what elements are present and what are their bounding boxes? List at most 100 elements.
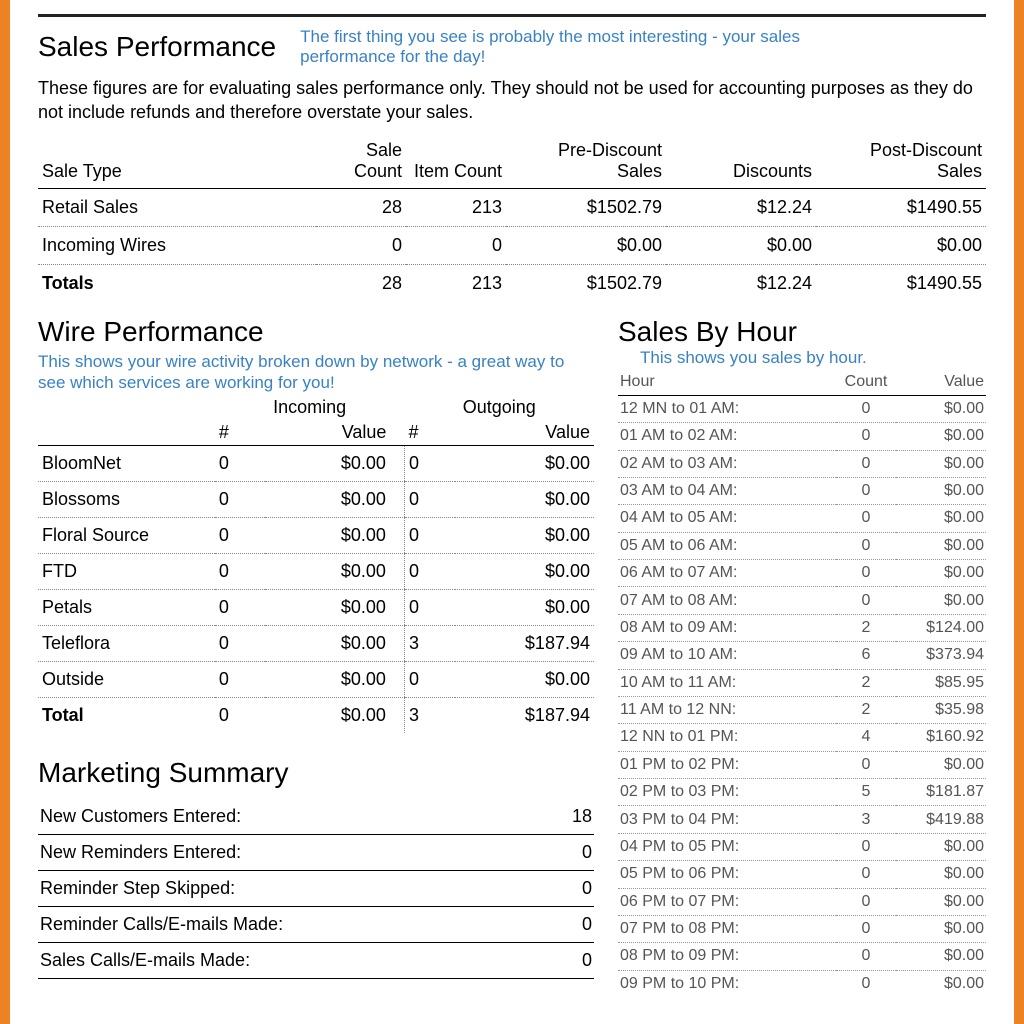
sbh-row: 08 AM to 09 AM:2$124.00 [618, 614, 986, 641]
wire-out-num: 3 [404, 698, 455, 734]
sbh-hour: 03 AM to 04 AM: [618, 477, 836, 504]
wire-out-val: $0.00 [455, 446, 594, 482]
sbh-hour: 06 AM to 07 AM: [618, 560, 836, 587]
wire-name-header [38, 420, 215, 446]
sales-performance-note: The first thing you see is probably the … [300, 27, 860, 68]
sbh-value: $0.00 [896, 423, 986, 450]
sbh-count: 2 [836, 669, 896, 696]
wire-in-val: $0.00 [265, 590, 404, 626]
wire-name: Outside [38, 662, 215, 698]
mkt-label: New Reminders Entered: [38, 835, 534, 871]
sbh-count: 0 [836, 888, 896, 915]
sbh-hour: 01 PM to 02 PM: [618, 751, 836, 778]
wire-in-val: $0.00 [265, 626, 404, 662]
wire-out-val: $0.00 [455, 662, 594, 698]
sp-type: Totals [38, 265, 316, 303]
sbh-row: 10 AM to 11 AM:2$85.95 [618, 669, 986, 696]
wire-out-num: 0 [404, 590, 455, 626]
sbh-count: 0 [836, 532, 896, 559]
sbh-value: $181.87 [896, 779, 986, 806]
sp-row: Retail Sales28213$1502.79$12.24$1490.55 [38, 189, 986, 227]
sp-col-disc: Discounts [666, 138, 816, 189]
sbh-row: 09 PM to 10 PM:0$0.00 [618, 970, 986, 997]
wire-in-num-header: # [215, 420, 266, 446]
wire-out-val: $187.94 [455, 698, 594, 734]
sbh-row: 07 PM to 08 PM:0$0.00 [618, 915, 986, 942]
wire-name: Blossoms [38, 482, 215, 518]
sp-pre: $1502.79 [506, 189, 666, 227]
sbh-row: 06 AM to 07 AM:0$0.00 [618, 560, 986, 587]
sbh-col-hour: Hour [618, 371, 836, 396]
sbh-value: $160.92 [896, 724, 986, 751]
wire-in-num: 0 [215, 626, 266, 662]
mkt-row: Reminder Step Skipped:0 [38, 871, 594, 907]
wire-outgoing-header: Outgoing [404, 395, 594, 420]
sbh-row: 08 PM to 09 PM:0$0.00 [618, 943, 986, 970]
sbh-value: $85.95 [896, 669, 986, 696]
wire-out-num: 0 [404, 518, 455, 554]
wire-name: Petals [38, 590, 215, 626]
sbh-count: 0 [836, 751, 896, 778]
sp-col-post: Post-Discount Sales [816, 138, 986, 189]
sbh-row: 04 PM to 05 PM:0$0.00 [618, 833, 986, 860]
sbh-value: $419.88 [896, 806, 986, 833]
sbh-value: $0.00 [896, 450, 986, 477]
wire-out-num: 0 [404, 446, 455, 482]
sbh-hour: 10 AM to 11 AM: [618, 669, 836, 696]
sbh-col-value: Value [896, 371, 986, 396]
sbh-row: 12 MN to 01 AM:0$0.00 [618, 395, 986, 422]
mkt-value: 0 [534, 835, 594, 871]
sbh-value: $0.00 [896, 970, 986, 997]
sbh-row: 07 AM to 08 AM:0$0.00 [618, 587, 986, 614]
mkt-value: 0 [534, 943, 594, 979]
mkt-row: Sales Calls/E-mails Made:0 [38, 943, 594, 979]
sbh-hour: 09 PM to 10 PM: [618, 970, 836, 997]
sp-salecount: 28 [316, 265, 406, 303]
sbh-count: 0 [836, 970, 896, 997]
mkt-value: 0 [534, 871, 594, 907]
report-page: Sales Performance The first thing you se… [0, 0, 1024, 1024]
sbh-value: $0.00 [896, 587, 986, 614]
sbh-row: 04 AM to 05 AM:0$0.00 [618, 505, 986, 532]
sbh-row: 01 AM to 02 AM:0$0.00 [618, 423, 986, 450]
wire-in-num: 0 [215, 662, 266, 698]
sp-pre: $0.00 [506, 227, 666, 265]
marketing-summary-table: New Customers Entered:18New Reminders En… [38, 799, 594, 979]
sbh-value: $0.00 [896, 943, 986, 970]
sbh-count: 2 [836, 614, 896, 641]
sbh-row: 03 PM to 04 PM:3$419.88 [618, 806, 986, 833]
sbh-count: 6 [836, 642, 896, 669]
sbh-count: 0 [836, 943, 896, 970]
sp-row: Incoming Wires00$0.00$0.00$0.00 [38, 227, 986, 265]
sp-disc: $12.24 [666, 189, 816, 227]
sales-by-hour-note: This shows you sales by hour. [640, 348, 986, 368]
wire-performance-title: Wire Performance [38, 316, 264, 348]
sbh-value: $0.00 [896, 751, 986, 778]
mkt-label: Reminder Calls/E-mails Made: [38, 907, 534, 943]
wire-performance-note: This shows your wire activity broken dow… [38, 352, 594, 393]
mkt-row: New Customers Entered:18 [38, 799, 594, 835]
sbh-hour: 03 PM to 04 PM: [618, 806, 836, 833]
sales-by-hour-table: Hour Count Value 12 MN to 01 AM:0$0.0001… [618, 371, 986, 997]
sbh-hour: 07 PM to 08 PM: [618, 915, 836, 942]
sbh-count: 5 [836, 779, 896, 806]
wire-out-num-header: # [404, 420, 455, 446]
wire-totals-row: Total0$0.003$187.94 [38, 698, 594, 734]
sp-totals-row: Totals28213$1502.79$12.24$1490.55 [38, 265, 986, 303]
sales-performance-title: Sales Performance [38, 31, 276, 63]
sbh-row: 11 AM to 12 NN:2$35.98 [618, 696, 986, 723]
wire-out-val: $187.94 [455, 626, 594, 662]
sbh-hour: 08 AM to 09 AM: [618, 614, 836, 641]
sbh-count: 3 [836, 806, 896, 833]
wire-out-val-header: Value [455, 420, 594, 446]
sbh-value: $124.00 [896, 614, 986, 641]
sbh-row: 02 AM to 03 AM:0$0.00 [618, 450, 986, 477]
sales-performance-description: These figures are for evaluating sales p… [38, 76, 986, 125]
sbh-count: 0 [836, 915, 896, 942]
sbh-value: $0.00 [896, 888, 986, 915]
wire-row: Floral Source0$0.000$0.00 [38, 518, 594, 554]
wire-in-num: 0 [215, 554, 266, 590]
sbh-hour: 12 NN to 01 PM: [618, 724, 836, 751]
sbh-value: $0.00 [896, 833, 986, 860]
sbh-hour: 04 PM to 05 PM: [618, 833, 836, 860]
